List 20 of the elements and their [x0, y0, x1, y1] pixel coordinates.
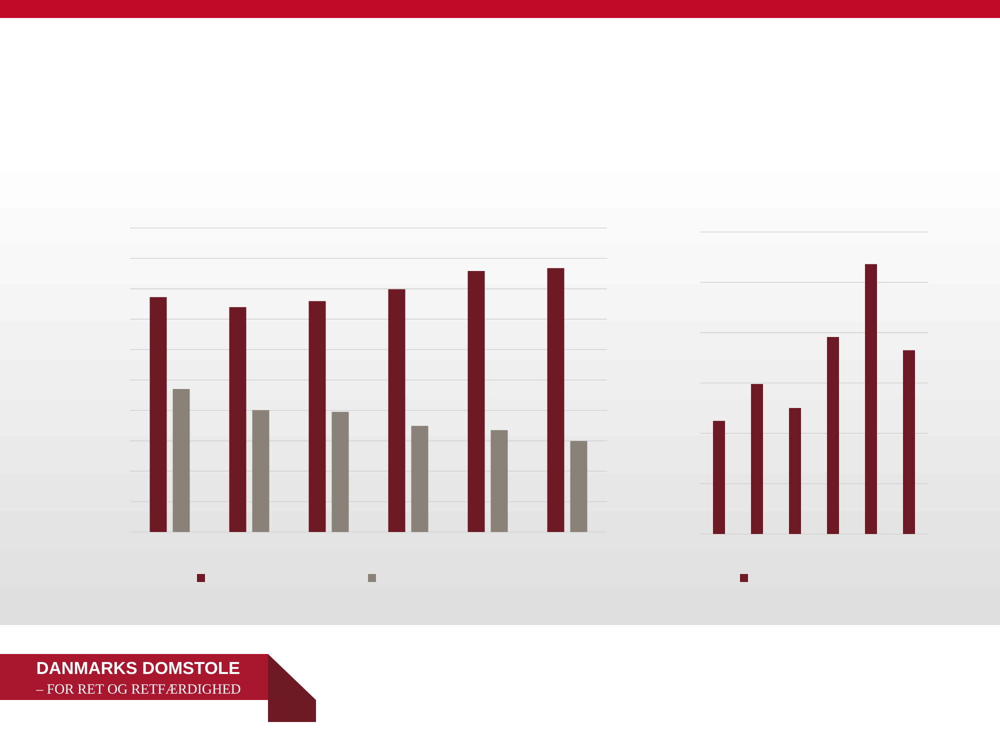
bar [411, 426, 428, 532]
bar [229, 307, 246, 532]
bar [903, 350, 915, 534]
bar [150, 297, 167, 532]
bar [172, 388, 190, 532]
bar [308, 301, 326, 532]
bar [252, 410, 270, 532]
text: DANMARKS DOMSTOLE [37, 662, 240, 674]
bar [547, 268, 564, 532]
bar [865, 264, 878, 534]
text: – FOR RET OG RETFÆRDIGHED [36, 684, 240, 694]
bar [468, 271, 485, 532]
bar [751, 384, 764, 534]
bar [827, 336, 839, 534]
bar [789, 408, 802, 534]
bar [713, 420, 726, 534]
bar [388, 289, 406, 532]
bar [332, 412, 349, 532]
bar [570, 440, 588, 532]
bar [490, 430, 508, 532]
